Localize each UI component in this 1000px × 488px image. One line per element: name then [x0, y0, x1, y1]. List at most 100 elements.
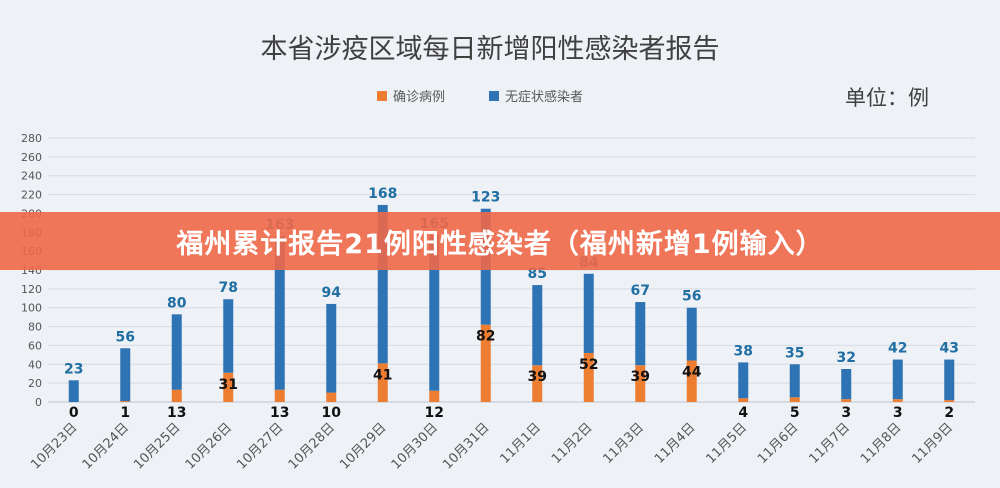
legend-label: 无症状感染者: [505, 89, 583, 105]
y-tick-label: 60: [28, 339, 42, 352]
data-label-asymptomatic: 35: [785, 345, 804, 361]
data-label-confirmed: 13: [167, 405, 186, 421]
data-label-confirmed: 5: [790, 405, 800, 421]
data-label-asymptomatic: 23: [64, 361, 83, 377]
x-tick-label: 10月24日: [80, 420, 132, 472]
data-label-asymptomatic: 38: [734, 343, 753, 359]
data-label-confirmed: 82: [476, 329, 495, 345]
bar-asymptomatic: [326, 303, 337, 393]
y-tick-label: 20: [28, 377, 42, 390]
bar-asymptomatic: [274, 236, 285, 390]
x-tick-label: 11月6日: [755, 420, 802, 467]
data-label-confirmed: 3: [893, 405, 903, 421]
data-label-asymptomatic: 67: [631, 283, 650, 299]
data-label-asymptomatic: 56: [116, 329, 135, 345]
data-label-asymptomatic: 94: [322, 285, 342, 301]
data-label-asymptomatic: 80: [167, 295, 187, 311]
x-tick-label: 11月1日: [498, 420, 545, 467]
y-tick-label: 260: [21, 151, 42, 164]
x-tick-label: 10月26日: [183, 420, 235, 472]
bar-asymptomatic: [429, 235, 440, 391]
x-tick-label: 10月31日: [440, 420, 492, 472]
y-tick-label: 0: [35, 396, 42, 409]
legend-swatch: [489, 91, 499, 101]
y-tick-label: 240: [21, 170, 42, 183]
bar-asymptomatic: [223, 299, 234, 373]
data-label-confirmed: 41: [373, 367, 392, 383]
x-tick-label: 10月27日: [234, 420, 286, 472]
unit-label: 单位：例: [845, 86, 929, 110]
bar-confirmed: [583, 352, 594, 402]
bar-confirmed: [171, 389, 182, 402]
data-label-asymptomatic: 78: [219, 280, 238, 296]
y-tick-label: 100: [21, 302, 42, 315]
bar-asymptomatic: [171, 314, 182, 390]
data-label-asymptomatic: 168: [368, 186, 397, 202]
bar-confirmed: [841, 399, 852, 402]
bar-asymptomatic: [944, 359, 955, 401]
x-tick-label: 11月5日: [704, 420, 751, 467]
y-tick-label: 280: [21, 132, 42, 145]
bar-confirmed: [532, 365, 543, 402]
y-tick-label: 80: [28, 321, 42, 334]
x-tick-label: 11月3日: [601, 420, 648, 467]
bar-confirmed: [686, 360, 697, 402]
legend-swatch: [377, 91, 387, 101]
data-label-confirmed: 39: [528, 369, 547, 385]
data-label-confirmed: 10: [322, 405, 342, 421]
headline-banner: 福州累计报告21例阳性感染者（福州新增1例输入）: [0, 212, 1000, 270]
data-label-asymptomatic: 56: [682, 289, 701, 305]
x-tick-label: 11月8日: [858, 420, 905, 467]
bar-confirmed: [738, 398, 749, 402]
data-label-confirmed: 3: [841, 405, 851, 421]
data-label-asymptomatic: 42: [888, 341, 907, 357]
bar-asymptomatic: [583, 273, 594, 353]
bar-confirmed: [892, 399, 903, 402]
bar-asymptomatic: [686, 307, 697, 361]
data-label-asymptomatic: 43: [940, 341, 959, 357]
data-label-asymptomatic: 32: [837, 350, 856, 366]
x-tick-label: 10月29日: [337, 420, 389, 472]
data-label-confirmed: 39: [631, 369, 650, 385]
x-tick-label: 10月23日: [28, 420, 80, 472]
bar-confirmed: [635, 365, 646, 402]
bar-confirmed: [326, 392, 337, 402]
bar-asymptomatic: [532, 285, 543, 366]
bar-asymptomatic: [68, 380, 79, 402]
data-label-confirmed: 12: [425, 405, 444, 421]
bar-asymptomatic: [892, 359, 903, 400]
bar-asymptomatic: [738, 362, 749, 399]
data-label-confirmed: 13: [270, 405, 289, 421]
data-label-confirmed: 44: [682, 365, 702, 381]
data-label-confirmed: 31: [219, 377, 238, 393]
bar-confirmed: [223, 372, 234, 402]
data-label-confirmed: 0: [69, 405, 79, 421]
x-tick-label: 10月25日: [131, 420, 183, 472]
x-tick-label: 11月2日: [549, 420, 596, 467]
bar-asymptomatic: [120, 348, 131, 402]
x-tick-label: 10月30日: [389, 420, 441, 472]
data-label-confirmed: 52: [579, 357, 598, 373]
bar-asymptomatic: [789, 364, 800, 398]
data-label-confirmed: 1: [120, 405, 130, 421]
data-label-confirmed: 2: [944, 405, 954, 421]
x-tick-label: 11月4日: [652, 420, 699, 467]
x-tick-label: 10月28日: [286, 420, 338, 472]
data-label-asymptomatic: 123: [471, 190, 500, 206]
bar-confirmed: [120, 401, 131, 402]
bar-asymptomatic: [841, 369, 852, 400]
bar-confirmed: [274, 389, 285, 402]
headline-text: 福州累计报告21例阳性感染者（福州新增1例输入）: [176, 228, 824, 260]
bar-confirmed: [429, 390, 440, 402]
y-tick-label: 40: [28, 358, 42, 371]
x-tick-label: 11月9日: [910, 420, 957, 467]
y-tick-label: 120: [21, 283, 42, 296]
bar-confirmed: [377, 363, 388, 402]
bar-confirmed: [944, 400, 955, 402]
bar-confirmed: [789, 397, 800, 402]
data-label-asymptomatic: 85: [528, 266, 547, 282]
y-tick-label: 220: [21, 189, 42, 202]
legend-label: 确诊病例: [393, 90, 445, 105]
